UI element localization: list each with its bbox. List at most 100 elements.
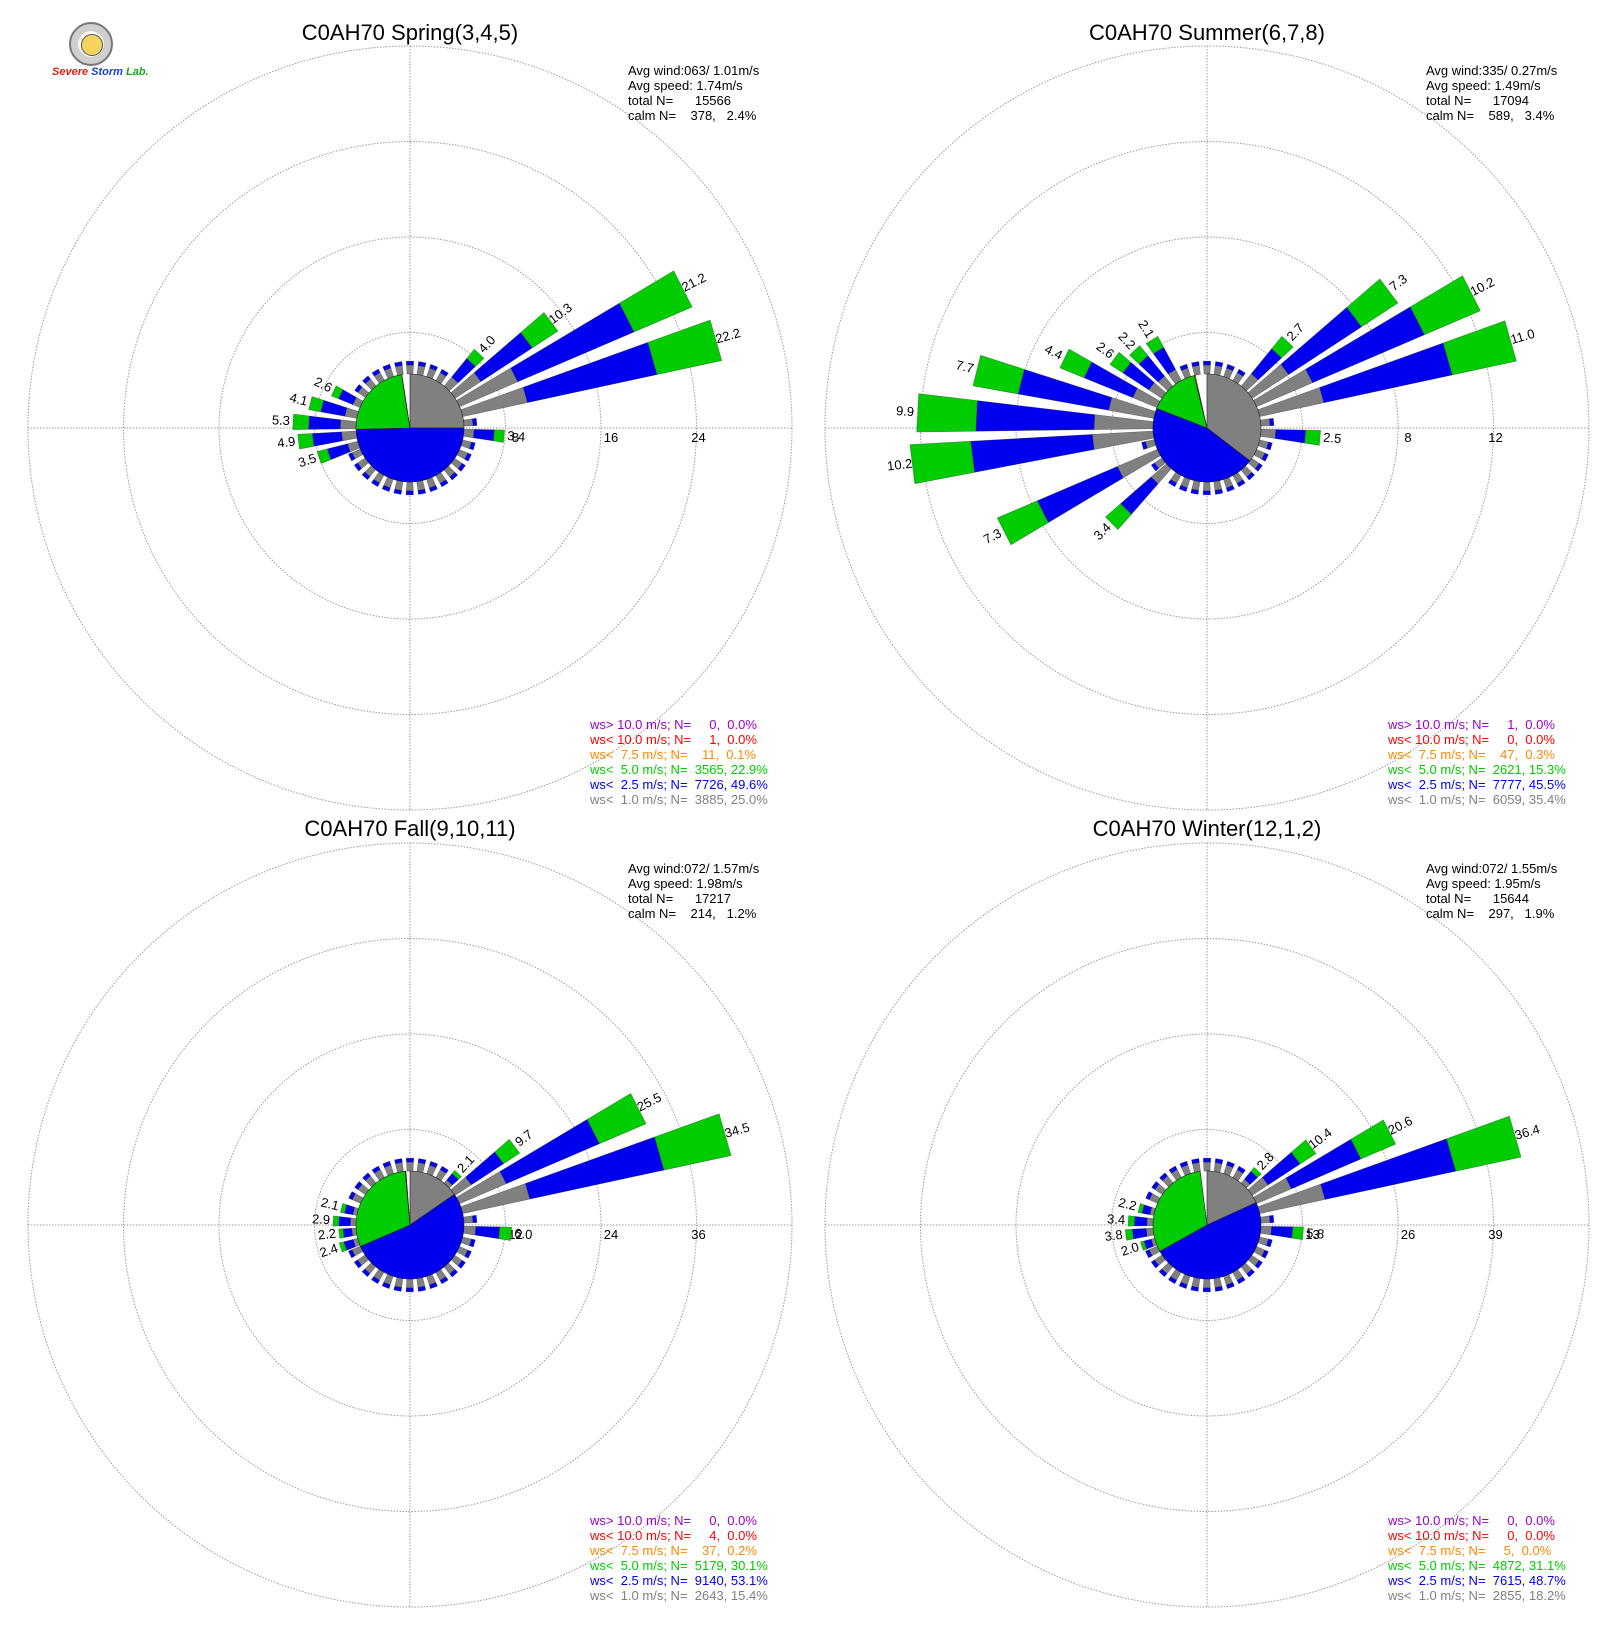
windrose-panel-2: 481211.010.27.32.72.59.910.27.33.47.74.4… [824,20,1590,811]
wind-bar-stub [371,1276,380,1284]
wind-bar-stub [1236,479,1246,488]
wind-bar-segment [996,500,1049,546]
calm-pie-slice [1193,374,1208,429]
wind-bar-stub [348,1249,356,1259]
wind-bar-stub [1269,1215,1275,1223]
bar-value-label: 9.9 [896,403,915,419]
wind-bar-stub [394,480,404,491]
radial-tick-label: 26 [1401,1227,1415,1242]
wind-bar-stub [417,1286,426,1292]
wind-bar-segment [1105,503,1132,530]
wind-bar-segment [316,448,331,464]
wind-bar-segment [1291,1226,1304,1240]
wind-bar-stub [1266,1238,1273,1248]
bar-value-label: 10.2 [1468,274,1497,299]
wind-bar-segment [972,355,1025,395]
stats-line: total N= 17094 [1426,93,1529,108]
wind-bar-segment [1346,278,1399,328]
wind-bar-stub [406,364,414,375]
wind-bar-stub [405,490,414,496]
wind-bar-stub [439,368,449,377]
wind-bar-stub [416,365,426,376]
bar-value-label: 10.2 [886,456,913,474]
wind-bar-segment [350,1217,357,1226]
calm-pie-slice [1206,1170,1257,1226]
wind-bar-stub [405,1287,414,1293]
wind-bar-segment [970,434,1095,473]
wind-bar-segment [1145,1227,1155,1237]
wind-bar-stub [1246,1269,1255,1278]
bar-value-label: 2.6 [312,374,335,395]
wind-bar-segment [1260,428,1277,439]
wind-bar-stub [1191,480,1201,491]
calm-pie-slice [401,374,411,429]
wind-bar-segment [1350,1119,1396,1160]
wind-bar-stub [382,363,392,371]
wind-bar-stub [429,485,438,492]
bar-value-label: 34.5 [723,1119,751,1140]
legend-entry: ws> 10.0 m/s; N= 0, 0.0% [589,717,757,732]
wind-bar-segment [340,1203,347,1214]
bar-value-label: 36.4 [1513,1121,1541,1142]
wind-bar-stub [1203,1278,1211,1289]
wind-bar-stub [1213,480,1222,491]
legend-entry: ws< 10.0 m/s; N= 4, 0.0% [589,1528,757,1543]
wind-bar-stub [472,1215,478,1223]
wind-bar-segment [494,1139,520,1164]
wind-bar-stub [348,452,356,462]
wind-bar-stub [417,1158,427,1164]
wind-bar-stub [406,1161,414,1172]
wind-bar-segment [292,413,310,430]
stats-line: calm N= 214, 1.2% [628,906,757,921]
wind-bar-segment [327,443,351,460]
calm-pie-slice [404,1170,411,1226]
wind-bar-stub [1254,463,1263,472]
wind-bar-segment [1250,1166,1262,1178]
bar-value-label: 2.9 [312,1211,331,1227]
bar-value-label: 5.8 [1306,1225,1325,1242]
grid-ring [123,938,697,1512]
bar-value-label: 11.0 [1509,326,1537,347]
stats-line: total N= 15644 [1426,891,1529,906]
wind-bar-stub [1254,1260,1263,1269]
wind-bar-stub [1151,1181,1160,1190]
calm-pie-slice [1159,1202,1262,1280]
wind-bar-stub [416,1277,425,1288]
wind-bar-segment [586,1093,647,1144]
wind-bar-stub [1145,1249,1153,1259]
wind-bar-stub [354,1181,363,1190]
bar-value-label: 3.4 [507,428,526,445]
radial-tick-label: 24 [604,1227,618,1242]
wind-bar-stub [1191,1277,1201,1288]
legend-entry: ws< 5.0 m/s; N= 5179, 30.1% [589,1558,768,1573]
radial-tick-label: 36 [691,1227,705,1242]
wind-bar-stub [1236,368,1246,377]
wind-bar-stub [1158,1268,1168,1277]
stats-line: Avg speed: 1.74m/s [628,78,743,93]
wind-bar-stub [469,441,476,451]
bar-value-label: 2.2 [317,1226,337,1243]
bar-value-label: 3.8 [1104,1227,1124,1244]
wind-bar-stub [1202,490,1211,496]
wind-bar-stub [1260,418,1271,427]
calm-pie-slice [355,427,465,483]
wind-bar-segment [340,419,357,430]
wind-bar-segment [1146,1217,1154,1226]
wind-bar-segment [619,270,693,333]
wind-bar-stub [362,1172,371,1181]
legend-entry: ws< 1.0 m/s; N= 2643, 15.4% [589,1588,768,1603]
legend-entry: ws< 7.5 m/s; N= 5, 0.0% [1387,1543,1552,1558]
wind-bar-segment [1291,1139,1317,1165]
logo-wordmark: Severe Storm Lab. [52,66,149,78]
legend-entry: ws< 5.0 m/s; N= 2621, 15.3% [1387,762,1566,777]
stats-line: Avg wind:335/ 0.27m/s [1426,63,1558,78]
legend-entry: ws< 10.0 m/s; N= 0, 0.0% [1387,1528,1555,1543]
bar-value-label: 2.2 [1117,1195,1138,1214]
wind-bar-stub [348,1191,356,1200]
wind-bar-stub [429,1161,438,1168]
wind-bar-segment [1132,1228,1148,1240]
radial-tick-label: 12 [508,1227,522,1242]
chart-title: C0AH70 Fall(9,10,11) [304,816,515,841]
wind-bar-stub [1226,1161,1235,1168]
wind-bar-segment [331,385,344,399]
